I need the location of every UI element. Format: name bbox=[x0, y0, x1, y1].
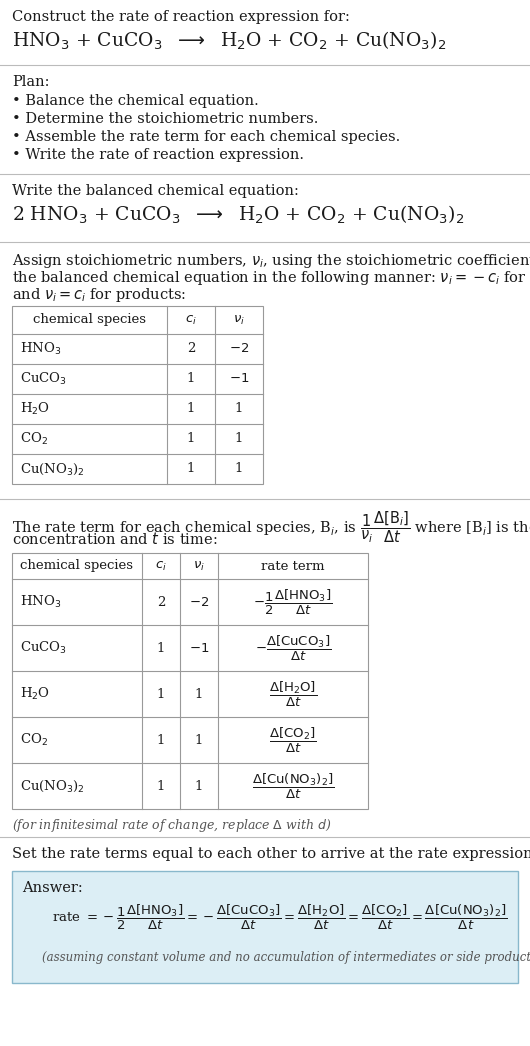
Text: 1: 1 bbox=[187, 462, 195, 476]
Text: 1: 1 bbox=[187, 403, 195, 415]
Bar bbox=[12, 306, 263, 484]
Text: rate $= -\dfrac{1}{2}\dfrac{\Delta[\mathrm{HNO_3}]}{\Delta t} = -\dfrac{\Delta[\: rate $= -\dfrac{1}{2}\dfrac{\Delta[\math… bbox=[52, 903, 507, 932]
Text: 1: 1 bbox=[235, 403, 243, 415]
Text: $-1$: $-1$ bbox=[229, 372, 249, 386]
Text: 1: 1 bbox=[195, 687, 203, 701]
Text: 1: 1 bbox=[195, 733, 203, 747]
Text: rate term: rate term bbox=[261, 560, 325, 572]
Text: $\nu_i$: $\nu_i$ bbox=[193, 560, 205, 572]
Text: HNO$_3$ + CuCO$_3$  $\longrightarrow$  H$_2$O + CO$_2$ + Cu(NO$_3$)$_2$: HNO$_3$ + CuCO$_3$ $\longrightarrow$ H$_… bbox=[12, 30, 446, 52]
Text: $\dfrac{\Delta[\mathrm{CO_2}]}{\Delta t}$: $\dfrac{\Delta[\mathrm{CO_2}]}{\Delta t}… bbox=[269, 725, 317, 754]
Text: H$_2$O: H$_2$O bbox=[20, 686, 50, 702]
Text: Write the balanced chemical equation:: Write the balanced chemical equation: bbox=[12, 184, 299, 198]
Text: Construct the rate of reaction expression for:: Construct the rate of reaction expressio… bbox=[12, 10, 350, 24]
Text: concentration and $t$ is time:: concentration and $t$ is time: bbox=[12, 531, 217, 547]
Text: 1: 1 bbox=[187, 372, 195, 386]
Text: 1: 1 bbox=[157, 779, 165, 793]
Text: $c_i$: $c_i$ bbox=[185, 314, 197, 326]
Text: • Assemble the rate term for each chemical species.: • Assemble the rate term for each chemic… bbox=[12, 130, 400, 144]
Text: HNO$_3$: HNO$_3$ bbox=[20, 594, 61, 610]
Text: $\dfrac{\Delta[\mathrm{H_2O}]}{\Delta t}$: $\dfrac{\Delta[\mathrm{H_2O}]}{\Delta t}… bbox=[269, 680, 317, 708]
Text: (for infinitesimal rate of change, replace $\Delta$ with $d$): (for infinitesimal rate of change, repla… bbox=[12, 817, 331, 834]
Text: 2 HNO$_3$ + CuCO$_3$  $\longrightarrow$  H$_2$O + CO$_2$ + Cu(NO$_3$)$_2$: 2 HNO$_3$ + CuCO$_3$ $\longrightarrow$ H… bbox=[12, 204, 464, 226]
Bar bbox=[12, 871, 518, 983]
Text: $-2$: $-2$ bbox=[229, 342, 249, 356]
Text: 1: 1 bbox=[157, 687, 165, 701]
Text: Cu(NO$_3$)$_2$: Cu(NO$_3$)$_2$ bbox=[20, 461, 85, 477]
Bar bbox=[12, 306, 263, 484]
Text: CO$_2$: CO$_2$ bbox=[20, 732, 48, 748]
Text: and $\nu_i = c_i$ for products:: and $\nu_i = c_i$ for products: bbox=[12, 286, 187, 304]
Text: $\nu_i$: $\nu_i$ bbox=[233, 314, 245, 326]
Text: 2: 2 bbox=[157, 595, 165, 609]
Text: • Balance the chemical equation.: • Balance the chemical equation. bbox=[12, 94, 259, 108]
Text: 1: 1 bbox=[235, 432, 243, 446]
Text: CuCO$_3$: CuCO$_3$ bbox=[20, 640, 67, 656]
Text: Assign stoichiometric numbers, $\nu_i$, using the stoichiometric coefficients, $: Assign stoichiometric numbers, $\nu_i$, … bbox=[12, 252, 530, 270]
Text: HNO$_3$: HNO$_3$ bbox=[20, 341, 61, 357]
Text: $c_i$: $c_i$ bbox=[155, 560, 167, 572]
Text: (assuming constant volume and no accumulation of intermediates or side products): (assuming constant volume and no accumul… bbox=[42, 951, 530, 964]
Text: 1: 1 bbox=[157, 733, 165, 747]
Text: Set the rate terms equal to each other to arrive at the rate expression:: Set the rate terms equal to each other t… bbox=[12, 847, 530, 861]
Text: $-2$: $-2$ bbox=[189, 595, 209, 609]
Text: $-\dfrac{\Delta[\mathrm{CuCO_3}]}{\Delta t}$: $-\dfrac{\Delta[\mathrm{CuCO_3}]}{\Delta… bbox=[255, 634, 331, 662]
Text: $-1$: $-1$ bbox=[189, 641, 209, 655]
Text: chemical species: chemical species bbox=[33, 314, 146, 326]
Text: 2: 2 bbox=[187, 342, 195, 356]
Text: 1: 1 bbox=[187, 432, 195, 446]
Text: Cu(NO$_3$)$_2$: Cu(NO$_3$)$_2$ bbox=[20, 778, 85, 794]
Text: 1: 1 bbox=[157, 641, 165, 655]
Text: chemical species: chemical species bbox=[21, 560, 134, 572]
Text: $-\dfrac{1}{2}\dfrac{\Delta[\mathrm{HNO_3}]}{\Delta t}$: $-\dfrac{1}{2}\dfrac{\Delta[\mathrm{HNO_… bbox=[253, 588, 333, 616]
Bar bbox=[12, 553, 368, 809]
Text: $\dfrac{\Delta[\mathrm{Cu(NO_3)_2}]}{\Delta t}$: $\dfrac{\Delta[\mathrm{Cu(NO_3)_2}]}{\De… bbox=[252, 771, 334, 800]
Text: • Determine the stoichiometric numbers.: • Determine the stoichiometric numbers. bbox=[12, 112, 319, 126]
Text: 1: 1 bbox=[235, 462, 243, 476]
Text: 1: 1 bbox=[195, 779, 203, 793]
Text: the balanced chemical equation in the following manner: $\nu_i = -c_i$ for react: the balanced chemical equation in the fo… bbox=[12, 269, 530, 287]
Text: Plan:: Plan: bbox=[12, 75, 49, 89]
Text: CO$_2$: CO$_2$ bbox=[20, 431, 48, 447]
Text: H$_2$O: H$_2$O bbox=[20, 401, 50, 417]
Text: Answer:: Answer: bbox=[22, 881, 83, 895]
Text: CuCO$_3$: CuCO$_3$ bbox=[20, 371, 67, 387]
Bar bbox=[12, 553, 368, 809]
Text: • Write the rate of reaction expression.: • Write the rate of reaction expression. bbox=[12, 147, 304, 162]
Text: The rate term for each chemical species, B$_i$, is $\dfrac{1}{\nu_i}\dfrac{\Delt: The rate term for each chemical species,… bbox=[12, 509, 530, 545]
